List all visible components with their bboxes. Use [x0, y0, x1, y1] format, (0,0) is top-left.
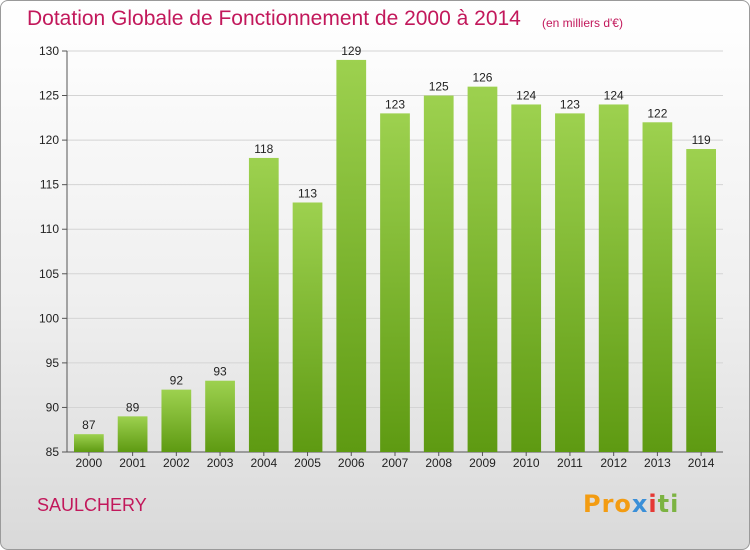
- x-tick-label-2011: 2011: [557, 456, 583, 470]
- value-label-2010: 124: [516, 88, 536, 102]
- x-tick-label-2008: 2008: [425, 456, 452, 470]
- x-tick-label-2005: 2005: [294, 456, 321, 470]
- x-tick-label-2003: 2003: [207, 456, 234, 470]
- bar-2007: [380, 113, 410, 452]
- x-tick-label-2000: 2000: [76, 456, 103, 470]
- y-tick-label: 125: [39, 89, 59, 103]
- value-label-2006: 129: [341, 44, 361, 58]
- value-label-2009: 126: [472, 71, 492, 85]
- x-tick-label-2012: 2012: [600, 456, 627, 470]
- bar-2005: [292, 202, 323, 452]
- bar-2008: [423, 95, 454, 453]
- commune-name: SAULCHERY: [37, 495, 147, 515]
- value-label-2012: 124: [604, 88, 624, 102]
- x-tick-label-2007: 2007: [382, 456, 409, 470]
- value-label-2014: 119: [692, 133, 711, 147]
- bar-2014: [686, 149, 717, 452]
- chart-subtitle: (en milliers d'€): [542, 16, 623, 30]
- x-tick-label-2004: 2004: [250, 456, 277, 470]
- value-label-2008: 125: [429, 80, 449, 94]
- bar-2009: [467, 86, 498, 453]
- proxiti-logo: Proxiti: [583, 490, 680, 518]
- y-tick-label: 100: [39, 311, 59, 325]
- value-label-2000: 87: [82, 418, 96, 432]
- bar-2004: [248, 157, 279, 452]
- bar-2011: [555, 113, 585, 452]
- y-tick-label: 105: [39, 267, 59, 281]
- x-tick-label-2010: 2010: [513, 456, 540, 470]
- bar-2012: [598, 104, 629, 452]
- bars: [73, 59, 717, 453]
- bar-2006: [336, 59, 367, 453]
- y-tick-label: 130: [39, 44, 59, 58]
- y-tick-label: 110: [40, 222, 59, 236]
- value-label-2004: 118: [254, 142, 273, 156]
- value-label-2001: 89: [126, 400, 140, 414]
- bar-2013: [642, 122, 673, 453]
- bar-2003: [205, 380, 235, 452]
- bar-2002: [161, 389, 192, 452]
- x-tick-label-2013: 2013: [644, 456, 671, 470]
- x-tick-label-2009: 2009: [469, 456, 496, 470]
- bar-2001: [117, 416, 148, 452]
- chart-title: Dotation Globale de Fonctionnement de 20…: [27, 7, 521, 30]
- y-tick-label: 120: [39, 133, 59, 147]
- x-tick-label-2002: 2002: [163, 456, 190, 470]
- value-label-2003: 93: [213, 365, 227, 379]
- x-tick-label-2014: 2014: [688, 456, 715, 470]
- x-tick-label-2001: 2001: [119, 456, 146, 470]
- value-label-2005: 113: [298, 186, 317, 200]
- y-tick-label: 115: [40, 178, 59, 192]
- value-label-2011: 123: [560, 97, 580, 111]
- y-tick-label: 90: [46, 400, 60, 414]
- value-label-2013: 122: [647, 106, 667, 120]
- value-label-2002: 92: [170, 374, 184, 388]
- x-tick-label-2006: 2006: [338, 456, 365, 470]
- y-tick-label: 85: [46, 445, 60, 459]
- data-labels: 87 89 92 93 118 113 129 123 125 126 124 123 124 122 11…: [82, 44, 711, 432]
- y-tick-label: 95: [46, 356, 60, 370]
- bar-2000: [73, 434, 104, 452]
- bar-2010: [511, 104, 542, 452]
- value-label-2007: 123: [385, 97, 405, 111]
